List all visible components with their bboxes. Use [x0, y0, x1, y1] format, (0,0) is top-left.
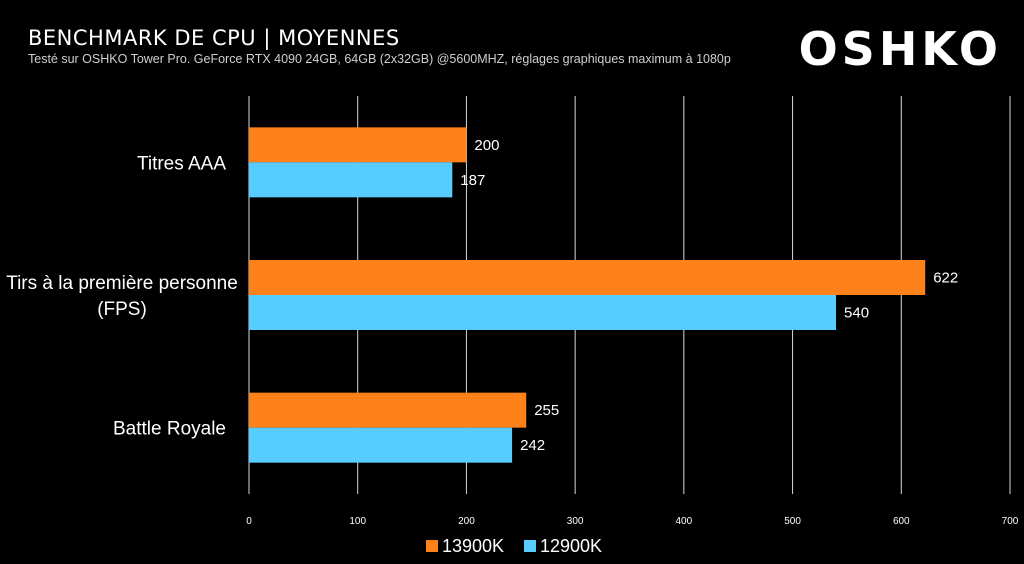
bar-13900K — [249, 127, 467, 163]
legend-swatch — [426, 540, 438, 552]
x-tick-label: 600 — [893, 516, 910, 527]
data-label: 242 — [520, 437, 545, 454]
chart-title: BENCHMARK DE CPU | MOYENNES — [28, 26, 400, 50]
legend-label: 13900K — [442, 536, 504, 556]
x-tick-label: 400 — [676, 516, 693, 527]
x-tick-label: 300 — [567, 516, 584, 527]
category-label: Titres AAA — [137, 153, 226, 174]
category-label: Battle Royale — [113, 419, 226, 440]
data-label: 255 — [534, 402, 559, 419]
oshko-logo: OSHKO — [798, 22, 1002, 76]
x-tick-label: 500 — [784, 516, 801, 527]
bar-13900K — [249, 392, 527, 428]
x-tick-label: 200 — [458, 516, 475, 527]
bars: 200 187 622 540 255 242 — [249, 127, 958, 463]
bar-12900K — [249, 162, 453, 198]
x-tick-labels: 0 100 200 300 400 500 600 700 — [246, 516, 1019, 527]
data-label: 540 — [844, 305, 869, 322]
category-label: (FPS) — [97, 299, 147, 320]
bar-12900K — [249, 427, 513, 463]
category-label: Tirs à la première personne — [6, 273, 238, 294]
data-label: 187 — [460, 172, 485, 189]
bar-12900K — [249, 295, 837, 330]
x-tick-label: 0 — [246, 516, 252, 527]
category-labels: Titres AAA Tirs à la première personne (FP… — [6, 153, 238, 439]
legend: 13900K 12900K — [426, 536, 602, 556]
data-label: 622 — [933, 270, 958, 287]
bar-13900K — [249, 260, 926, 295]
legend-swatch — [524, 540, 536, 552]
x-tick-label: 700 — [1002, 516, 1019, 527]
chart-subtitle: Testé sur OSHKO Tower Pro. GeForce RTX 4… — [28, 52, 731, 66]
x-tick-label: 100 — [349, 516, 366, 527]
data-label: 200 — [474, 137, 499, 154]
legend-label: 12900K — [540, 536, 602, 556]
